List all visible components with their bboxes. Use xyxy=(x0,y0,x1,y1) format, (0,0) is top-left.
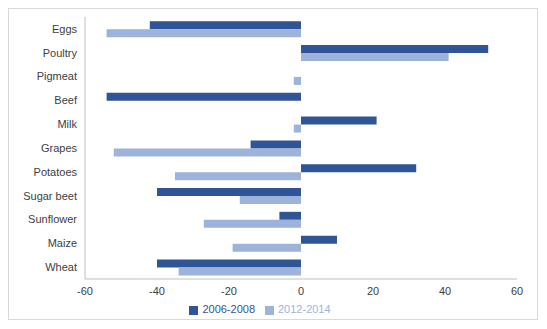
svg-text:0: 0 xyxy=(298,285,304,297)
svg-text:Wheat: Wheat xyxy=(45,261,77,273)
svg-text:Milk: Milk xyxy=(57,118,77,130)
svg-text:60: 60 xyxy=(511,285,523,297)
svg-text:Eggs: Eggs xyxy=(52,23,78,35)
svg-text:40: 40 xyxy=(439,285,451,297)
svg-text:-60: -60 xyxy=(77,285,93,297)
svg-text:Sugar beet: Sugar beet xyxy=(23,190,77,202)
svg-text:Beef: Beef xyxy=(54,94,78,106)
svg-text:Sunflower: Sunflower xyxy=(28,213,77,225)
svg-text:Maize: Maize xyxy=(48,237,77,249)
svg-text:20: 20 xyxy=(367,285,379,297)
svg-text:Potatoes: Potatoes xyxy=(34,166,78,178)
svg-text:-40: -40 xyxy=(149,285,165,297)
svg-text:Poultry: Poultry xyxy=(43,47,78,59)
svg-text:-20: -20 xyxy=(221,285,237,297)
svg-text:Pigmeat: Pigmeat xyxy=(37,70,77,82)
svg-text:Grapes: Grapes xyxy=(41,142,78,154)
html-text:2006-2008: 2006-2008 xyxy=(202,303,255,315)
html-text:2012-2014: 2012-2014 xyxy=(278,303,331,315)
